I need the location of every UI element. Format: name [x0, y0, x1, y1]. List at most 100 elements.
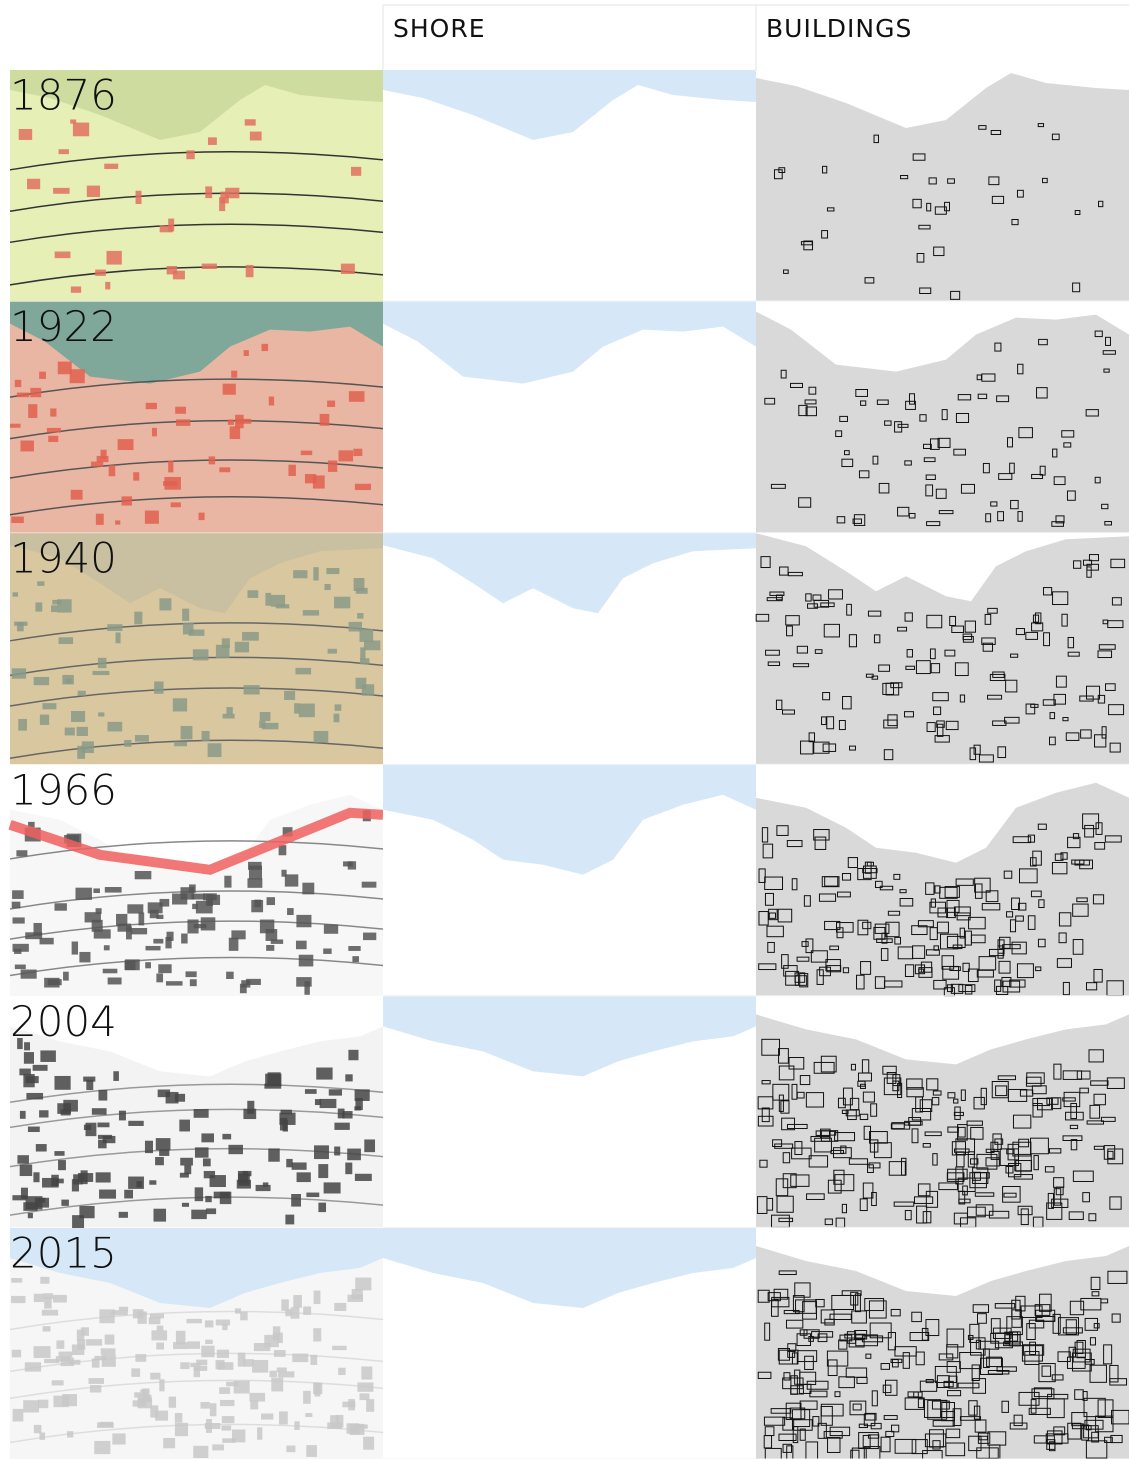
- map-block: [84, 1125, 91, 1130]
- year-label: 1940: [10, 534, 117, 583]
- map-block: [134, 612, 142, 625]
- map-block: [135, 871, 152, 879]
- map-block: [15, 965, 26, 970]
- map-block: [156, 915, 163, 919]
- map-block: [323, 948, 331, 953]
- map-block: [246, 265, 254, 277]
- map-block: [240, 984, 247, 993]
- map-block: [119, 1212, 128, 1218]
- map-block: [248, 862, 262, 870]
- map-block: [136, 191, 142, 204]
- map-block: [105, 887, 122, 893]
- map-block: [292, 1354, 308, 1363]
- map-block: [11, 517, 23, 523]
- map-block: [292, 1162, 307, 1169]
- map-block: [146, 403, 157, 409]
- map-block: [242, 632, 259, 641]
- map-block: [305, 1089, 317, 1094]
- map-block: [30, 388, 41, 397]
- map-block: [59, 149, 69, 154]
- map-block: [355, 1174, 372, 1181]
- map-block: [235, 1308, 241, 1313]
- map-block: [116, 632, 121, 643]
- map-block: [268, 1072, 281, 1084]
- map-block: [201, 1346, 214, 1358]
- map-block: [93, 888, 100, 893]
- map-block: [125, 959, 140, 970]
- map-block: [357, 1382, 373, 1391]
- map-block: [54, 1151, 64, 1156]
- map-block: [38, 1400, 48, 1409]
- map-block: [200, 1402, 209, 1409]
- map-block: [98, 658, 107, 668]
- map-block: [99, 1422, 112, 1427]
- map-block: [208, 743, 222, 757]
- map-block: [13, 592, 18, 596]
- map-block: [245, 119, 256, 125]
- map-block: [187, 1319, 202, 1323]
- map-block: [296, 977, 311, 987]
- map-block: [313, 1328, 321, 1341]
- map-block: [320, 1099, 337, 1108]
- map-block: [140, 1389, 147, 1395]
- map-block: [40, 938, 54, 945]
- map-block: [352, 1289, 363, 1299]
- map-block: [157, 1326, 164, 1331]
- map-block: [221, 1425, 231, 1430]
- map-block: [47, 428, 61, 433]
- map-block: [16, 850, 27, 856]
- map-block: [57, 599, 71, 612]
- map-block: [262, 344, 269, 351]
- map-block: [328, 649, 337, 654]
- map-block: [247, 590, 258, 598]
- map-block: [366, 1399, 374, 1412]
- map-block: [352, 956, 359, 962]
- map-block: [238, 1171, 248, 1183]
- map-block: [42, 703, 56, 709]
- map-block: [205, 1320, 213, 1327]
- map-block: [363, 1437, 374, 1450]
- map-block: [345, 1163, 352, 1175]
- map-block: [252, 1360, 268, 1373]
- map-block: [34, 1346, 51, 1358]
- map-block: [150, 1373, 160, 1380]
- map-block: [131, 928, 147, 934]
- map-block: [343, 861, 353, 866]
- map-block: [182, 1203, 189, 1207]
- map-block: [244, 685, 260, 694]
- map-block: [334, 597, 350, 609]
- map-block: [36, 1144, 47, 1151]
- map-block: [281, 870, 286, 877]
- map-block: [124, 740, 131, 747]
- map-block: [127, 904, 143, 913]
- map-block: [72, 1179, 79, 1191]
- map-block: [43, 1326, 51, 1331]
- map-block: [18, 719, 27, 731]
- map-block: [11, 1296, 25, 1303]
- map-block: [28, 1127, 40, 1132]
- map-block: [175, 407, 186, 414]
- map-block: [116, 914, 127, 926]
- map-block: [186, 971, 197, 977]
- map-block: [306, 1445, 317, 1457]
- map-block: [348, 1050, 358, 1060]
- map-block: [261, 1414, 273, 1420]
- map-block: [226, 972, 234, 979]
- map-block: [96, 514, 104, 525]
- map-block: [113, 1071, 119, 1081]
- map-block: [226, 1382, 238, 1387]
- map-block: [281, 1299, 288, 1310]
- map-block: [115, 520, 120, 524]
- map-block: [202, 264, 217, 269]
- map-block: [58, 362, 72, 375]
- map-block: [98, 712, 104, 716]
- map-block: [225, 188, 239, 199]
- map-block: [78, 691, 86, 696]
- map-block: [155, 1157, 164, 1165]
- map-block: [219, 197, 225, 211]
- map-block: [257, 1427, 262, 1439]
- map-block: [50, 408, 56, 416]
- map-block: [303, 610, 319, 616]
- map-block: [194, 924, 207, 928]
- map-block: [103, 969, 118, 974]
